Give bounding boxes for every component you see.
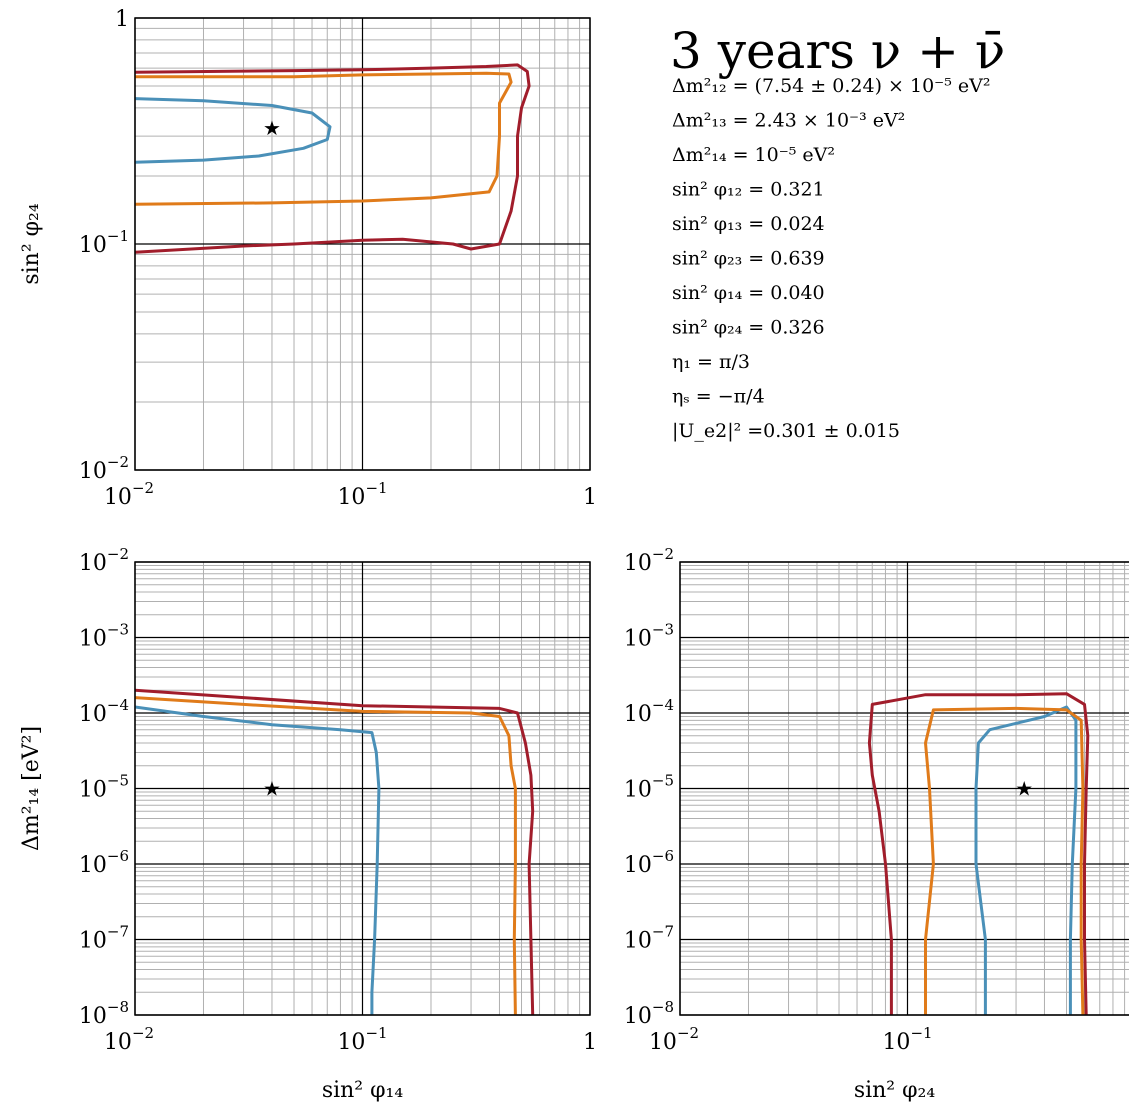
y-tick-label: 10−2	[624, 545, 674, 576]
parameter-value: = 10⁻⁵ eV²	[733, 144, 835, 166]
parameter-value: = 2.43 × 10⁻³ eV²	[733, 110, 906, 132]
y-axis-label: sin² φ₂₄	[19, 203, 44, 285]
y-tick-label: 10−3	[624, 621, 674, 652]
x-tick-label: 10−1	[882, 1024, 932, 1055]
x-tick-label: 10−2	[104, 1024, 154, 1055]
parameter-line: Δm²₁₃ = 2.43 × 10⁻³ eV²	[672, 110, 905, 132]
true-value-star: ★	[263, 116, 281, 140]
true-value-star: ★	[263, 777, 281, 801]
y-tick-label: 10−5	[79, 772, 129, 803]
y-tick-label: 10−2	[79, 453, 129, 484]
y-tick-label: 10−2	[79, 545, 129, 576]
parameter-name: |U_e2|²	[672, 420, 741, 442]
grid	[679, 561, 1129, 1016]
contour-orange	[135, 696, 517, 1015]
plot-frame	[679, 561, 1129, 1016]
y-tick-label: 10−6	[624, 847, 674, 878]
parameter-list: Δm²₁₂ = (7.54 ± 0.24) × 10⁻⁵ eV² Δm²₁₃ = 2.…	[672, 75, 990, 442]
y-tick-label: 10−4	[79, 696, 129, 727]
parameter-value: = 0.321	[748, 179, 824, 201]
parameter-line: sin² φ₁₂ = 0.321	[672, 179, 825, 201]
contour-red	[135, 688, 535, 1015]
y-tick-label: 10−3	[79, 621, 129, 652]
parameter-value: = 0.326	[748, 317, 824, 339]
contours	[135, 688, 535, 1015]
y-tick-label: 1	[115, 7, 129, 32]
plot-top: ★ 10−2 10−1 1 10−2 10−1 1 sin² φ₂₄	[19, 7, 597, 510]
y-tick-label: 10−8	[624, 998, 674, 1029]
parameter-name: sin² φ₁₂	[672, 179, 742, 201]
contour-blue	[974, 705, 1078, 1015]
y-axis-label: Δm²₁₄ [eV²]	[19, 726, 44, 851]
x-tick-label: 10−1	[337, 479, 387, 510]
plot-bottom-left: ★ 10−2 10−1 1 10−8 10−7 10−6 10−5 10−4 10−3 10−2 si…	[19, 545, 597, 1103]
parameter-line: sin² φ₁₃ = 0.024	[672, 213, 825, 235]
parameter-line: sin² φ₂₃ = 0.639	[672, 248, 825, 270]
parameter-line: sin² φ₂₄ = 0.326	[672, 317, 825, 339]
contour-red	[867, 692, 1090, 1015]
plot-frame	[134, 561, 591, 1016]
grid	[134, 561, 591, 1016]
parameter-name: sin² φ₂₃	[672, 248, 742, 270]
parameter-value: = 0.040	[748, 282, 824, 304]
x-axis-label: sin² φ₁₄	[322, 1078, 404, 1103]
y-tick-label: 10−7	[624, 923, 674, 954]
parameter-name: sin² φ₁₄	[672, 282, 743, 304]
x-tick-label: 10−2	[104, 479, 154, 510]
parameter-line: Δm²₁₂ = (7.54 ± 0.24) × 10⁻⁵ eV²	[672, 75, 990, 97]
parameter-value: = 0.639	[748, 248, 824, 270]
parameter-line: Δm²₁₄ = 10⁻⁵ eV²	[672, 144, 835, 166]
parameter-name: Δm²₁₂	[672, 75, 727, 97]
parameter-value: = 0.024	[748, 213, 824, 235]
contour-blue	[135, 705, 381, 1015]
x-tick-label: 10−2	[649, 1024, 699, 1055]
parameter-name: Δm²₁₄	[672, 144, 727, 166]
parameter-value: =0.301 ± 0.015	[747, 420, 900, 442]
parameter-value: = (7.54 ± 0.24) × 10⁻⁵ eV²	[733, 75, 991, 97]
plot-bottom-right: ★ 10−2 10−1 10−8 10−7 10−6 10−5 10−4 10−3 10−2 sin…	[624, 545, 1129, 1103]
parameter-name: η₁	[672, 351, 691, 373]
parameter-line: η₁ = π/3	[672, 351, 750, 373]
contours	[867, 692, 1090, 1015]
plot-frame	[134, 17, 591, 471]
parameter-value: = π/3	[697, 351, 750, 373]
parameter-line: |U_e2|² =0.301 ± 0.015	[672, 420, 900, 442]
parameter-value: = −π/4	[696, 386, 765, 408]
parameter-name: Δm²₁₃	[672, 110, 727, 132]
true-value-star: ★	[1015, 777, 1033, 801]
y-tick-label: 10−1	[79, 227, 129, 258]
contour-orange	[924, 706, 1085, 1015]
y-tick-label: 10−6	[79, 847, 129, 878]
x-tick-label: 1	[583, 485, 597, 510]
parameter-line: ηₛ = −π/4	[672, 386, 765, 408]
parameter-line: sin² φ₁₄ = 0.040	[672, 282, 825, 304]
x-tick-label: 1	[583, 1030, 597, 1055]
y-tick-label: 10−4	[624, 696, 674, 727]
parameter-name: ηₛ	[672, 386, 690, 408]
contours	[135, 63, 531, 254]
contour-blue	[135, 97, 332, 164]
figure-title: 3 years ν + ν̄	[670, 22, 1005, 80]
contour-red	[135, 63, 531, 254]
contour-orange	[135, 71, 513, 206]
parameter-name: sin² φ₂₄	[672, 317, 743, 339]
parameter-name: sin² φ₁₃	[672, 213, 742, 235]
y-tick-label: 10−7	[79, 923, 129, 954]
y-tick-label: 10−5	[624, 772, 674, 803]
y-tick-label: 10−8	[79, 998, 129, 1029]
grid	[134, 17, 591, 471]
x-axis-label: sin² φ₂₄	[854, 1078, 936, 1103]
x-tick-label: 10−1	[337, 1024, 387, 1055]
